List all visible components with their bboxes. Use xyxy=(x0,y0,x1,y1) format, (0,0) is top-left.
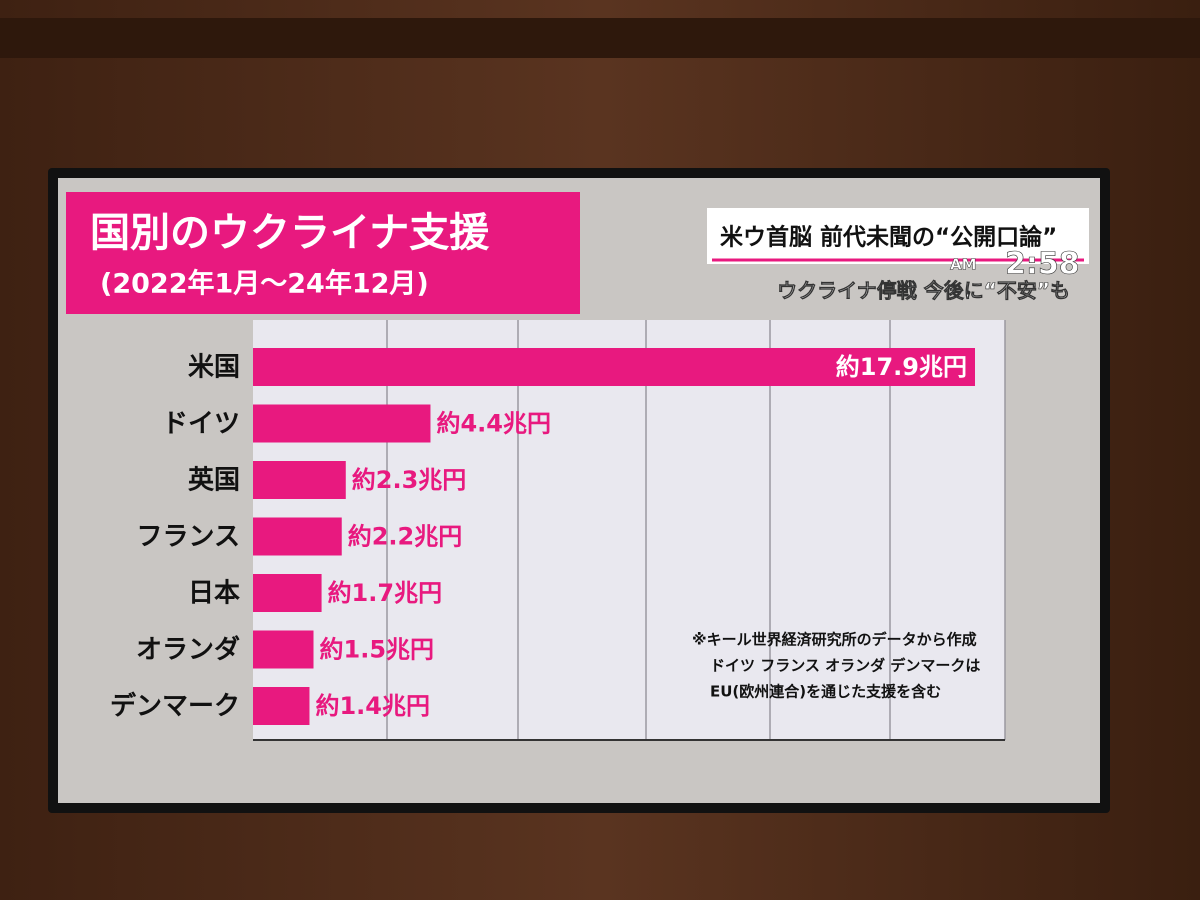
value-label: 約1.4兆円 xyxy=(315,692,430,720)
value-label: 約1.7兆円 xyxy=(328,579,443,607)
note: ※キール世界経済研究所のデータから作成 xyxy=(692,631,977,649)
category-label: 日本 xyxy=(188,579,240,609)
plot-area xyxy=(253,320,1005,740)
clock-period: AM xyxy=(950,256,977,274)
grid xyxy=(386,320,1006,740)
bar xyxy=(253,630,314,669)
wall-rail xyxy=(0,18,1200,58)
category-label: フランス xyxy=(137,522,240,552)
category-label: 米国 xyxy=(188,353,240,383)
bar xyxy=(253,404,431,443)
value-label: 約17.9兆円 xyxy=(836,353,967,381)
bar xyxy=(253,574,322,612)
category-label: オランダ xyxy=(136,634,240,665)
value-label: 約1.5兆円 xyxy=(320,636,435,664)
headline-box xyxy=(707,208,1089,264)
category-label: ドイツ xyxy=(162,409,240,439)
clock-time: 2:58 xyxy=(1005,247,1080,282)
chart-title: 国別のウクライナ支援 xyxy=(90,210,490,256)
category-label: デンマーク xyxy=(110,691,240,722)
headline: 米ウ首脳 前代未聞の“公開口論” xyxy=(720,224,1057,251)
bar xyxy=(253,348,975,386)
note: EU(欧州連合)を通じた支援を含む xyxy=(710,683,941,701)
category-label: 英国 xyxy=(188,466,240,496)
bar xyxy=(253,687,310,725)
bar xyxy=(253,461,346,499)
value-label: 約4.4兆円 xyxy=(436,410,551,438)
subheadline: ウクライナ停戦 今後に“不安”も xyxy=(777,279,1070,303)
bar xyxy=(253,517,342,556)
value-label: 約2.3兆円 xyxy=(352,466,467,494)
chart-subtitle: (2022年1月～24年12月) xyxy=(100,268,429,300)
note: ドイツ フランス オランダ デンマークは xyxy=(710,657,980,675)
value-label: 約2.2兆円 xyxy=(348,523,463,551)
title-box xyxy=(66,192,580,314)
